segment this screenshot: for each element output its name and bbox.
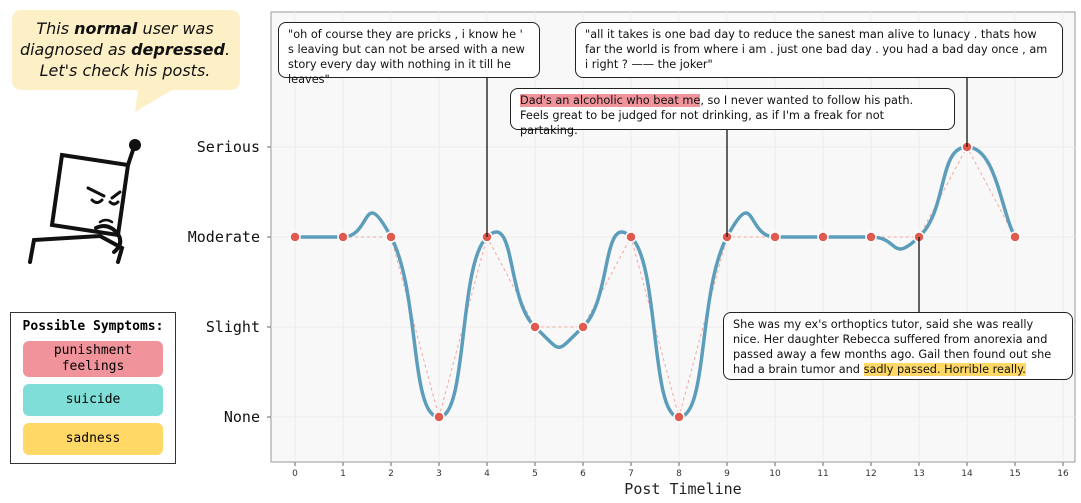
x-tick-label: 2 — [388, 469, 394, 479]
annotation: She was my ex's orthoptics tutor, said s… — [723, 312, 1073, 380]
annotation: Dad's an alcoholic who beat me, so I nev… — [510, 88, 955, 130]
x-tick-label: 13 — [913, 469, 924, 479]
annotation: "oh of course they are pricks , i know h… — [278, 22, 540, 78]
x-axis-title: Post Timeline — [624, 480, 741, 498]
x-tick-label: 0 — [292, 469, 298, 479]
y-tick-label: Moderate — [188, 228, 260, 246]
x-tick-label: 10 — [769, 469, 781, 479]
annotation-text: sadly passed. Horrible really. — [864, 363, 1026, 376]
robot — [30, 141, 139, 262]
x-tick-label: 9 — [724, 469, 730, 479]
figure: 012345678910111213141516NoneSlightModera… — [0, 0, 1081, 503]
speech-segment: depressed — [131, 40, 225, 59]
point — [530, 322, 540, 332]
x-tick-label: 6 — [580, 469, 586, 479]
x-tick-label: 3 — [436, 469, 442, 479]
legend-title: Possible Symptoms: — [11, 319, 175, 334]
x-tick-label: 1 — [340, 469, 346, 479]
x-tick-label: 4 — [484, 469, 490, 479]
y-tick-label: Serious — [197, 138, 260, 156]
point — [1010, 232, 1020, 242]
x-tick-label: 16 — [1057, 469, 1069, 479]
x-tick-label: 7 — [628, 469, 634, 479]
annotation-text: "all it takes is one bad day to reduce t… — [585, 28, 1047, 71]
y-tick-label: None — [224, 408, 260, 426]
legend-item: suicide — [23, 384, 163, 416]
annotation: "all it takes is one bad day to reduce t… — [575, 22, 1063, 78]
speech-segment: normal — [74, 19, 137, 38]
point — [434, 412, 444, 422]
point — [626, 232, 636, 242]
speech-text: This normal user was diagnosed as depres… — [14, 18, 236, 81]
annotation-text: "oh of course they are pricks , i know h… — [288, 28, 525, 86]
point — [338, 232, 348, 242]
point — [818, 232, 828, 242]
x-tick-label: 12 — [865, 469, 876, 479]
point — [866, 232, 876, 242]
x-tick-label: 11 — [817, 469, 828, 479]
point — [674, 412, 684, 422]
point — [386, 232, 396, 242]
x-tick-label: 14 — [961, 469, 973, 479]
point — [578, 322, 588, 332]
point — [770, 232, 780, 242]
legend-item: punishment feelings — [23, 341, 163, 377]
speech-segment: This — [36, 19, 74, 38]
y-tick-label: Slight — [206, 318, 260, 336]
x-tick-label: 5 — [532, 469, 538, 479]
legend-item: sadness — [23, 423, 163, 455]
annotation-text: Dad's an alcoholic who beat me — [520, 94, 700, 107]
x-tick-label: 8 — [676, 469, 682, 479]
point — [290, 232, 300, 242]
legend: Possible Symptoms: punishment feelings su… — [10, 312, 176, 464]
x-tick-label: 15 — [1009, 469, 1020, 479]
